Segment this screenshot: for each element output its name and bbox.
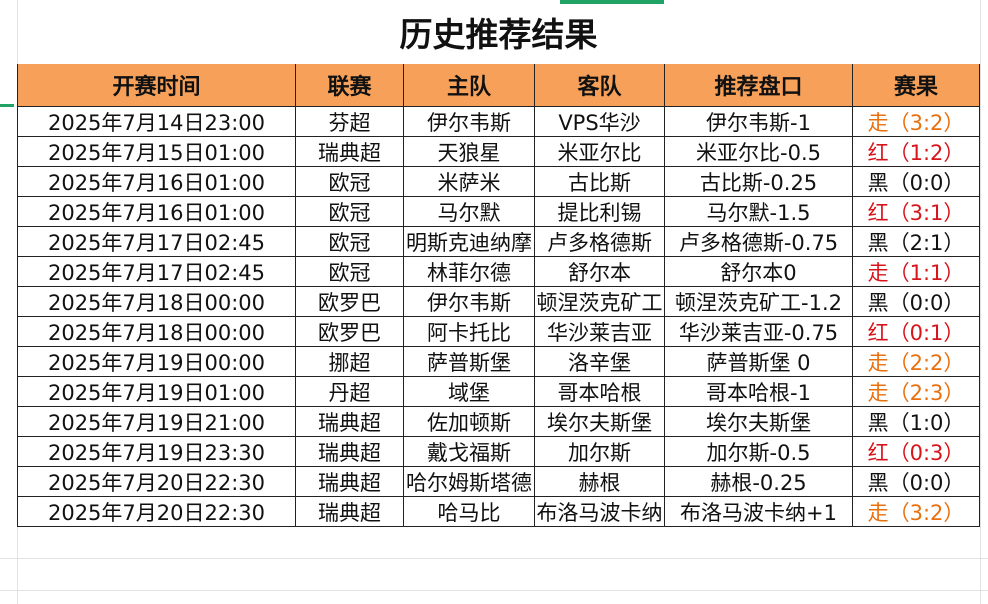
table-cell: 赫根-0.25: [665, 467, 853, 497]
table-cell: 红（3:1）: [853, 197, 980, 227]
header-cell: 主队: [404, 64, 535, 107]
table-cell: 伊尔韦斯: [404, 287, 535, 317]
table-cell: 布洛马波卡纳: [535, 497, 665, 527]
table-cell: 舒尔本0: [665, 257, 853, 287]
table-cell: 古比斯-0.25: [665, 167, 853, 197]
table-cell: 红（1:2）: [853, 137, 980, 167]
selection-marker: [560, 0, 664, 4]
table-cell: 2025年7月18日00:00: [17, 287, 296, 317]
table-cell: 走（3:2）: [853, 497, 980, 527]
table-cell: 欧冠: [296, 257, 404, 287]
table-cell: 瑞典超: [296, 497, 404, 527]
table-cell: 哥本哈根-1: [665, 377, 853, 407]
header-cell: 赛果: [853, 64, 980, 107]
table-cell: 2025年7月20日22:30: [17, 467, 296, 497]
table-cell: 走（2:3）: [853, 377, 980, 407]
table-cell: 马尔默-1.5: [665, 197, 853, 227]
sheet-gridline: [0, 558, 988, 559]
table-cell: 欧罗巴: [296, 287, 404, 317]
table-cell: 洛辛堡: [535, 347, 665, 377]
table-cell: 戴戈福斯: [404, 437, 535, 467]
header-cell: 开赛时间: [17, 64, 296, 107]
table-cell: 米亚尔比-0.5: [665, 137, 853, 167]
table-cell: 古比斯: [535, 167, 665, 197]
table-cell: 华沙莱吉亚-0.75: [665, 317, 853, 347]
table-cell: 欧冠: [296, 227, 404, 257]
table-cell: 瑞典超: [296, 407, 404, 437]
table-cell: 布洛马波卡纳+1: [665, 497, 853, 527]
table-cell: 黑（0:0）: [853, 287, 980, 317]
table-cell: 黑（0:0）: [853, 167, 980, 197]
table-cell: 2025年7月19日21:00: [17, 407, 296, 437]
table-cell: 2025年7月20日22:30: [17, 497, 296, 527]
table-cell: 域堡: [404, 377, 535, 407]
sheet-gridline: [980, 0, 981, 604]
table-cell: 哈尔姆斯塔德: [404, 467, 535, 497]
table-cell: 2025年7月19日00:00: [17, 347, 296, 377]
table-cell: 提比利锡: [535, 197, 665, 227]
table-cell: 丹超: [296, 377, 404, 407]
table-cell: 埃尔夫斯堡: [535, 407, 665, 437]
table-cell: 2025年7月15日01:00: [17, 137, 296, 167]
header-cell: 客队: [535, 64, 665, 107]
table-cell: 走（1:1）: [853, 257, 980, 287]
table-cell: 欧冠: [296, 167, 404, 197]
table-cell: 马尔默: [404, 197, 535, 227]
table-cell: 挪超: [296, 347, 404, 377]
table-cell: 黑（0:0）: [853, 467, 980, 497]
table-cell: 萨普斯堡 0: [665, 347, 853, 377]
sheet-title: 历史推荐结果: [17, 0, 980, 65]
table-cell: 2025年7月17日02:45: [17, 227, 296, 257]
table-cell: 米亚尔比: [535, 137, 665, 167]
table-cell: 赫根: [535, 467, 665, 497]
table-cell: 佐加顿斯: [404, 407, 535, 437]
table-cell: 伊尔韦斯-1: [665, 107, 853, 137]
table-cell: 埃尔夫斯堡: [665, 407, 853, 437]
table-cell: 黑（2:1）: [853, 227, 980, 257]
table-cell: 林菲尔德: [404, 257, 535, 287]
table-cell: 萨普斯堡: [404, 347, 535, 377]
table-cell: 卢多格德斯: [535, 227, 665, 257]
table-cell: 2025年7月19日23:30: [17, 437, 296, 467]
table-cell: 顿涅茨克矿工-1.2: [665, 287, 853, 317]
table-cell: 天狼星: [404, 137, 535, 167]
table-cell: 瑞典超: [296, 137, 404, 167]
table-cell: 2025年7月16日01:00: [17, 167, 296, 197]
table-cell: 顿涅茨克矿工: [535, 287, 665, 317]
table-cell: 明斯克迪纳摩: [404, 227, 535, 257]
table-cell: 米萨米: [404, 167, 535, 197]
table-cell: 2025年7月19日01:00: [17, 377, 296, 407]
table-cell: 舒尔本: [535, 257, 665, 287]
table-cell: 欧冠: [296, 197, 404, 227]
row-marker: [0, 104, 14, 107]
table-cell: 加尔斯-0.5: [665, 437, 853, 467]
table-cell: 卢多格德斯-0.75: [665, 227, 853, 257]
table-cell: 黑（1:0）: [853, 407, 980, 437]
table-cell: 走（2:2）: [853, 347, 980, 377]
table-cell: 走（3:2）: [853, 107, 980, 137]
table-cell: 2025年7月14日23:00: [17, 107, 296, 137]
header-cell: 推荐盘口: [665, 64, 853, 107]
table-cell: 华沙莱吉亚: [535, 317, 665, 347]
table-cell: 红（0:3）: [853, 437, 980, 467]
table-cell: 2025年7月16日01:00: [17, 197, 296, 227]
table-cell: 瑞典超: [296, 437, 404, 467]
table-cell: 欧罗巴: [296, 317, 404, 347]
header-cell: 联赛: [296, 64, 404, 107]
table-cell: 红（0:1）: [853, 317, 980, 347]
table-cell: 加尔斯: [535, 437, 665, 467]
sheet-gridline: [0, 590, 988, 591]
table-cell: 伊尔韦斯: [404, 107, 535, 137]
table-cell: 阿卡托比: [404, 317, 535, 347]
table-cell: 哈马比: [404, 497, 535, 527]
table-cell: 2025年7月17日02:45: [17, 257, 296, 287]
table-cell: 哥本哈根: [535, 377, 665, 407]
table-cell: VPS华沙: [535, 107, 665, 137]
table-cell: 2025年7月18日00:00: [17, 317, 296, 347]
table-cell: 芬超: [296, 107, 404, 137]
table-cell: 瑞典超: [296, 467, 404, 497]
